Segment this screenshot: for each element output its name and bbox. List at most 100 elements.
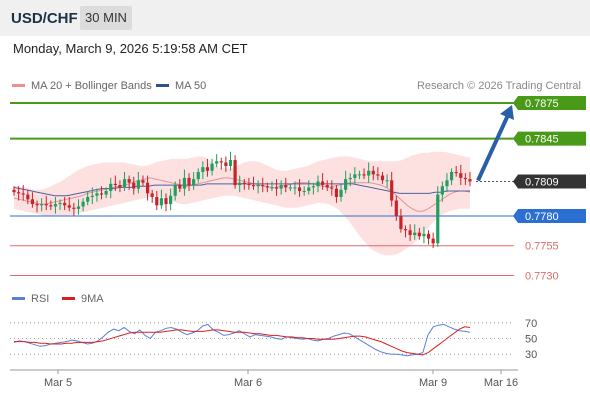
candle-body — [380, 175, 385, 181]
candle-body — [459, 173, 463, 178]
candle-body — [293, 187, 297, 189]
candle-body — [95, 193, 99, 196]
candle-body — [141, 180, 145, 183]
candle-body — [353, 174, 357, 178]
candle-body — [233, 160, 237, 186]
time-tick-label: Mar 5 — [44, 377, 72, 389]
price-label-support: 0.7730 — [525, 270, 559, 282]
time-tick-label: Mar 6 — [234, 377, 262, 389]
candle-body — [261, 185, 265, 187]
rsi-swatch — [12, 296, 25, 300]
ma20-line — [13, 177, 471, 212]
candle-body — [145, 182, 150, 194]
time-tick-label: Mar 9 — [419, 377, 447, 389]
price-tag-current — [513, 174, 586, 189]
candle-body — [99, 193, 104, 195]
candle-body — [367, 170, 371, 176]
candle-body — [417, 232, 421, 237]
candle-body — [81, 201, 85, 207]
timestamp: Monday, March 9, 2026 5:19:58 AM CET — [13, 41, 248, 56]
candle-body — [247, 183, 251, 186]
candle-body — [63, 202, 67, 206]
candle-body — [136, 180, 140, 189]
candle-body — [288, 187, 292, 189]
candle-body — [173, 185, 177, 196]
candle-body — [72, 207, 76, 209]
candle-body — [178, 185, 182, 189]
ma20-swatch — [12, 83, 25, 87]
candle-body — [422, 233, 426, 237]
key-level-layer — [10, 101, 514, 276]
candle-body — [187, 177, 191, 186]
ma20-label: MA 20 + Bollinger Bands — [31, 80, 152, 92]
candle-body — [215, 161, 219, 164]
candle-body — [182, 177, 187, 189]
candle-body — [44, 204, 48, 206]
candle-body — [150, 193, 154, 197]
candle-body — [330, 187, 334, 189]
candlestick-layer — [12, 151, 472, 249]
candle-body — [238, 182, 242, 186]
forecast-arrow-head — [500, 104, 514, 120]
price-label-current: 0.7809 — [525, 176, 559, 188]
candle-body — [53, 204, 58, 207]
candle-body — [219, 161, 223, 163]
candle-body — [445, 180, 449, 187]
candle-body — [196, 171, 200, 180]
candle-body — [449, 171, 454, 181]
candle-body — [426, 233, 431, 239]
candle-body — [40, 204, 44, 206]
candle-body — [307, 187, 311, 191]
candle-body — [104, 191, 108, 195]
candle-body — [90, 195, 94, 197]
candle-body — [132, 182, 136, 189]
candle-body — [109, 183, 113, 191]
candle-body — [118, 185, 122, 188]
candle-body — [127, 179, 131, 183]
candle-body — [17, 192, 21, 194]
candle-body — [192, 179, 196, 186]
ma50-line — [13, 183, 470, 197]
candle-body — [376, 174, 380, 176]
candle-body — [408, 230, 412, 236]
candle-body — [67, 205, 71, 208]
candle-body — [279, 185, 283, 189]
candle-body — [113, 183, 117, 186]
price-tag-pivot — [513, 208, 586, 223]
time-axis: Mar 5 Mar 6 Mar 9 Mar 16 — [10, 369, 518, 389]
candle-body — [403, 229, 408, 231]
candle-body — [169, 195, 173, 205]
candle-body — [344, 179, 348, 190]
candle-body — [21, 193, 25, 195]
chart-header: USD/CHF 30 MIN — [0, 0, 590, 36]
price-label-resistance: 0.7845 — [525, 134, 559, 146]
candle-body — [201, 167, 205, 172]
rsi-tick-label: 30 — [525, 349, 537, 361]
candle-body — [228, 160, 233, 167]
candle-body — [357, 174, 362, 176]
rsi-tick-label: 50 — [525, 334, 537, 346]
price-label-layer: 0.7875 0.7845 0.7809 0.7780 0.7755 0.7730 — [513, 95, 586, 282]
timeframe-badge[interactable]: 30 MIN — [80, 6, 132, 30]
candle-body — [270, 187, 274, 189]
legend-ma20: MA 20 + Bollinger Bands — [12, 80, 152, 92]
candle-body — [265, 186, 269, 188]
candle-body — [122, 179, 127, 188]
candle-body — [205, 167, 210, 171]
candle-body — [436, 194, 440, 244]
candle-body — [302, 191, 306, 192]
rsi-tick-label: 70 — [525, 318, 537, 330]
candle-body — [164, 198, 168, 205]
candle-body — [242, 182, 246, 184]
candle-body — [385, 180, 389, 182]
candle-body — [334, 188, 339, 197]
forecast-arrow-shaft — [476, 112, 511, 182]
candle-body — [210, 163, 214, 171]
rsi-label: RSI — [31, 293, 50, 305]
legend-rsi: RSI — [12, 293, 49, 305]
price-label-pivot: 0.7780 — [525, 211, 559, 223]
candle-body — [316, 181, 320, 187]
candle-body — [454, 171, 458, 174]
candle-body — [251, 185, 256, 187]
price-label-support: 0.7755 — [525, 241, 559, 253]
